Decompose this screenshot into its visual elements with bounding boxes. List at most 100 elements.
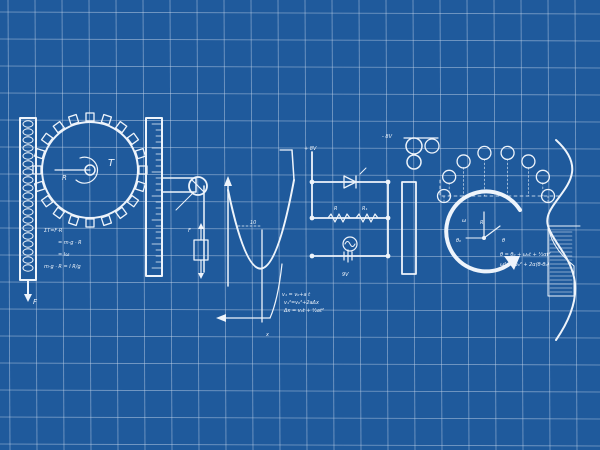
grid-line-horizontal — [0, 11, 600, 15]
circuit-junction — [385, 179, 391, 185]
grid-line-vertical — [466, 0, 470, 450]
chain-link — [22, 176, 34, 184]
grid-line-vertical — [385, 0, 389, 450]
chain-link — [22, 120, 34, 128]
force-label: F — [33, 298, 38, 306]
grid-line-vertical — [169, 0, 173, 450]
grid-line-horizontal — [0, 65, 600, 69]
grid-line-horizontal — [0, 362, 600, 366]
letter-i-stand: - 8V — [382, 134, 440, 275]
chain-link — [22, 240, 34, 248]
grid-line-vertical — [196, 0, 200, 450]
grid-line-horizontal — [0, 389, 600, 393]
equation-line-2: = m·g · R — [58, 240, 82, 246]
grid-line-vertical — [412, 0, 416, 450]
rotation-eq-2: ω² = ω₀² + 2α(θ-θ₀) — [500, 262, 549, 268]
chain-link — [22, 184, 34, 192]
resistor-r1-label: R₁ — [362, 206, 367, 212]
radius-label-gear: R — [62, 174, 67, 182]
circuit-junction — [309, 179, 315, 185]
letter-s-circuit: + 8V R R₁ 9V — [304, 146, 391, 278]
theta-label: θ — [502, 238, 505, 244]
circuit-plus-voltage: + 8V — [304, 146, 317, 152]
grid-line-horizontal — [0, 173, 600, 177]
grid-line-vertical — [358, 0, 362, 450]
chain-link — [22, 160, 34, 168]
pendulum-ball — [535, 169, 551, 184]
battery-voltage-label: 9V — [342, 272, 349, 278]
circuit-junction — [385, 253, 391, 259]
graph-ten-label: 10 — [250, 220, 256, 226]
grid-line-vertical — [142, 0, 146, 450]
kinematics-eq-3: Δx = v₀t + ½at² — [283, 307, 324, 314]
chain-link — [22, 192, 34, 200]
letter-h-pulley: F — [161, 176, 209, 279]
circuit-junction — [309, 253, 315, 259]
chain-link — [22, 168, 34, 176]
gear-tooth — [85, 112, 95, 122]
gear-tooth — [85, 218, 95, 228]
grid-line-vertical — [7, 0, 11, 450]
grid-line-horizontal — [0, 200, 600, 204]
grid-line-vertical — [547, 0, 551, 450]
grid-line-horizontal — [0, 38, 600, 42]
grid-line-vertical — [304, 0, 308, 450]
theta-zero-label: θ₀ — [456, 238, 461, 244]
grid-line-vertical — [439, 0, 443, 450]
pendulum-ball — [500, 145, 515, 161]
kinematics-eq-2: v₁²=v₀²+2aΔx — [284, 300, 319, 306]
chain-link — [22, 200, 34, 208]
grid-line-horizontal — [0, 335, 600, 339]
chain-link — [22, 264, 34, 272]
chain-link — [22, 216, 34, 224]
rotation-eq-1: θ = θ₀ + ω₀t + ½αt² — [500, 251, 551, 258]
circuit-junction — [309, 215, 315, 221]
pulley-force-label: F — [188, 228, 191, 234]
grid-line-vertical — [115, 0, 119, 450]
equation-line-4: m·g · R = I R/g — [44, 264, 81, 270]
rotation-r-label: R — [480, 220, 483, 226]
grid-line-horizontal — [0, 308, 600, 312]
chain-link — [22, 136, 34, 144]
grid-line-vertical — [277, 0, 281, 450]
grid-line-horizontal — [0, 146, 600, 150]
chain-link — [22, 232, 34, 240]
grid-line-horizontal — [0, 416, 600, 420]
graph-x-label: x — [265, 332, 269, 338]
omega-label: ω — [462, 218, 466, 224]
chain-link — [22, 248, 34, 256]
grid-line-vertical — [88, 0, 92, 450]
circuit-minus-voltage: - 8V — [382, 134, 393, 140]
chain-link — [22, 128, 34, 136]
letter-c-rotation: R θ₀ θ ω θ = θ₀ + ω₀t + ½αt² ω² = ω₀² + … — [444, 189, 551, 274]
pendulum-ball — [540, 188, 556, 204]
chain-link — [22, 152, 34, 160]
equation-line-3: = Iω — [58, 252, 69, 258]
grid-line-vertical — [493, 0, 497, 450]
letter-p-chain-bar: F — [19, 117, 38, 306]
torque-label: T — [108, 158, 115, 169]
grid-line-vertical — [520, 0, 524, 450]
chain-link — [22, 224, 34, 232]
letter-s-pendulum-wave — [436, 139, 581, 341]
grid-line-horizontal — [0, 119, 600, 123]
grid-line-horizontal — [0, 443, 600, 447]
letter-y-graph: 10 x v₁ = v₀+a t v₁²=v₀²+2aΔx Δx = v₀t +… — [216, 149, 324, 338]
grid-line-vertical — [574, 0, 578, 450]
grid-line-horizontal — [0, 92, 600, 96]
grid-line-vertical — [331, 0, 335, 450]
equation-line-1: ΣT=F·R — [44, 228, 62, 234]
grid-line-horizontal — [0, 281, 600, 285]
letter-p-gear: R T — [32, 112, 148, 228]
grid-line-horizontal — [0, 227, 600, 231]
chain-link — [22, 144, 34, 152]
pendulum-ball — [521, 154, 536, 169]
letter-h-ruler — [145, 117, 163, 277]
grid-line-horizontal — [0, 254, 600, 258]
chain-link — [22, 208, 34, 216]
resistor-r-label: R — [334, 206, 337, 212]
circuit-junction — [385, 215, 391, 221]
pendulum-ball — [477, 145, 492, 161]
